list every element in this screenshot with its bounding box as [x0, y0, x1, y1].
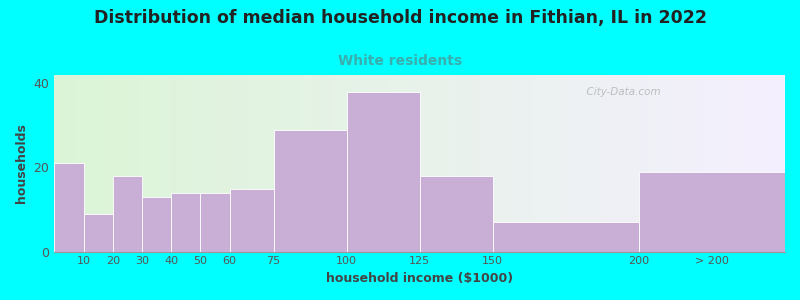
- Bar: [420, 176, 493, 252]
- Bar: [201, 193, 230, 252]
- Bar: [171, 193, 201, 252]
- Bar: [142, 197, 171, 252]
- Bar: [230, 188, 274, 252]
- Bar: [493, 222, 639, 252]
- Bar: [346, 92, 420, 252]
- X-axis label: household income ($1000): household income ($1000): [326, 272, 514, 285]
- Bar: [113, 176, 142, 252]
- Y-axis label: households: households: [15, 123, 28, 203]
- Bar: [54, 163, 83, 252]
- Bar: [639, 172, 785, 252]
- Text: White residents: White residents: [338, 54, 462, 68]
- Text: Distribution of median household income in Fithian, IL in 2022: Distribution of median household income …: [94, 9, 706, 27]
- Bar: [274, 130, 346, 252]
- Text: City-Data.com: City-Data.com: [581, 87, 661, 98]
- Bar: [83, 214, 113, 252]
